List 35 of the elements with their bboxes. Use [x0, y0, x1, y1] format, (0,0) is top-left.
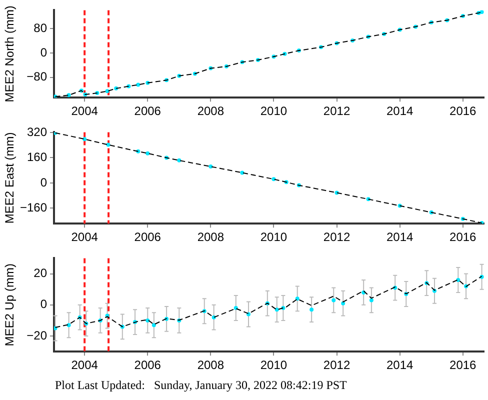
x-tick-label: 2010: [260, 104, 288, 118]
x-tick-label: 2014: [386, 358, 414, 372]
y-tick-label: 0: [40, 175, 48, 190]
y-tick-label: 160: [26, 150, 48, 164]
text: Plot Last Updated: Sunday, January 30, 2022 08:42:19 PST: [55, 378, 348, 393]
y-axis-title: MEE2 East (mm): [2, 132, 17, 224]
x-tick-label: 2006: [134, 358, 162, 372]
x-tick-label: 2008: [197, 104, 224, 118]
x-tick-label: 2016: [450, 104, 477, 118]
x-tick-label: 2006: [134, 230, 162, 244]
x-tick-label: 2004: [71, 358, 98, 372]
x-tick-label: 2006: [134, 104, 162, 118]
x-tick-label: 2008: [197, 230, 224, 244]
y-tick-label: 0: [40, 45, 48, 60]
x-tick-label: 2004: [71, 104, 98, 118]
x-tick-label: 2010: [260, 358, 288, 372]
y-tick-label: 0: [40, 297, 48, 312]
x-tick-label: 2014: [386, 230, 414, 244]
y-tick-label: −20: [26, 328, 48, 342]
x-tick-label: 2014: [386, 104, 414, 118]
y-tick-label: 20: [34, 266, 48, 280]
y-axis-title: MEE2 Up (mm): [2, 264, 17, 346]
x-tick-label: 2012: [323, 104, 350, 118]
y-tick-label: 80: [34, 20, 48, 35]
x-tick-label: 2008: [197, 358, 224, 372]
x-tick-label: 2004: [71, 230, 98, 244]
y-tick-label: 320: [26, 124, 48, 139]
y-tick-label: −80: [26, 70, 48, 84]
x-tick-label: 2016: [450, 358, 477, 372]
y-axis-title: MEE2 North (mm): [2, 6, 17, 102]
x-tick-label: 2012: [323, 230, 350, 244]
x-tick-label: 2012: [323, 358, 350, 372]
x-tick-label: 2016: [450, 230, 477, 244]
x-tick-label: 2010: [260, 230, 288, 244]
y-tick-label: −160: [20, 200, 48, 214]
